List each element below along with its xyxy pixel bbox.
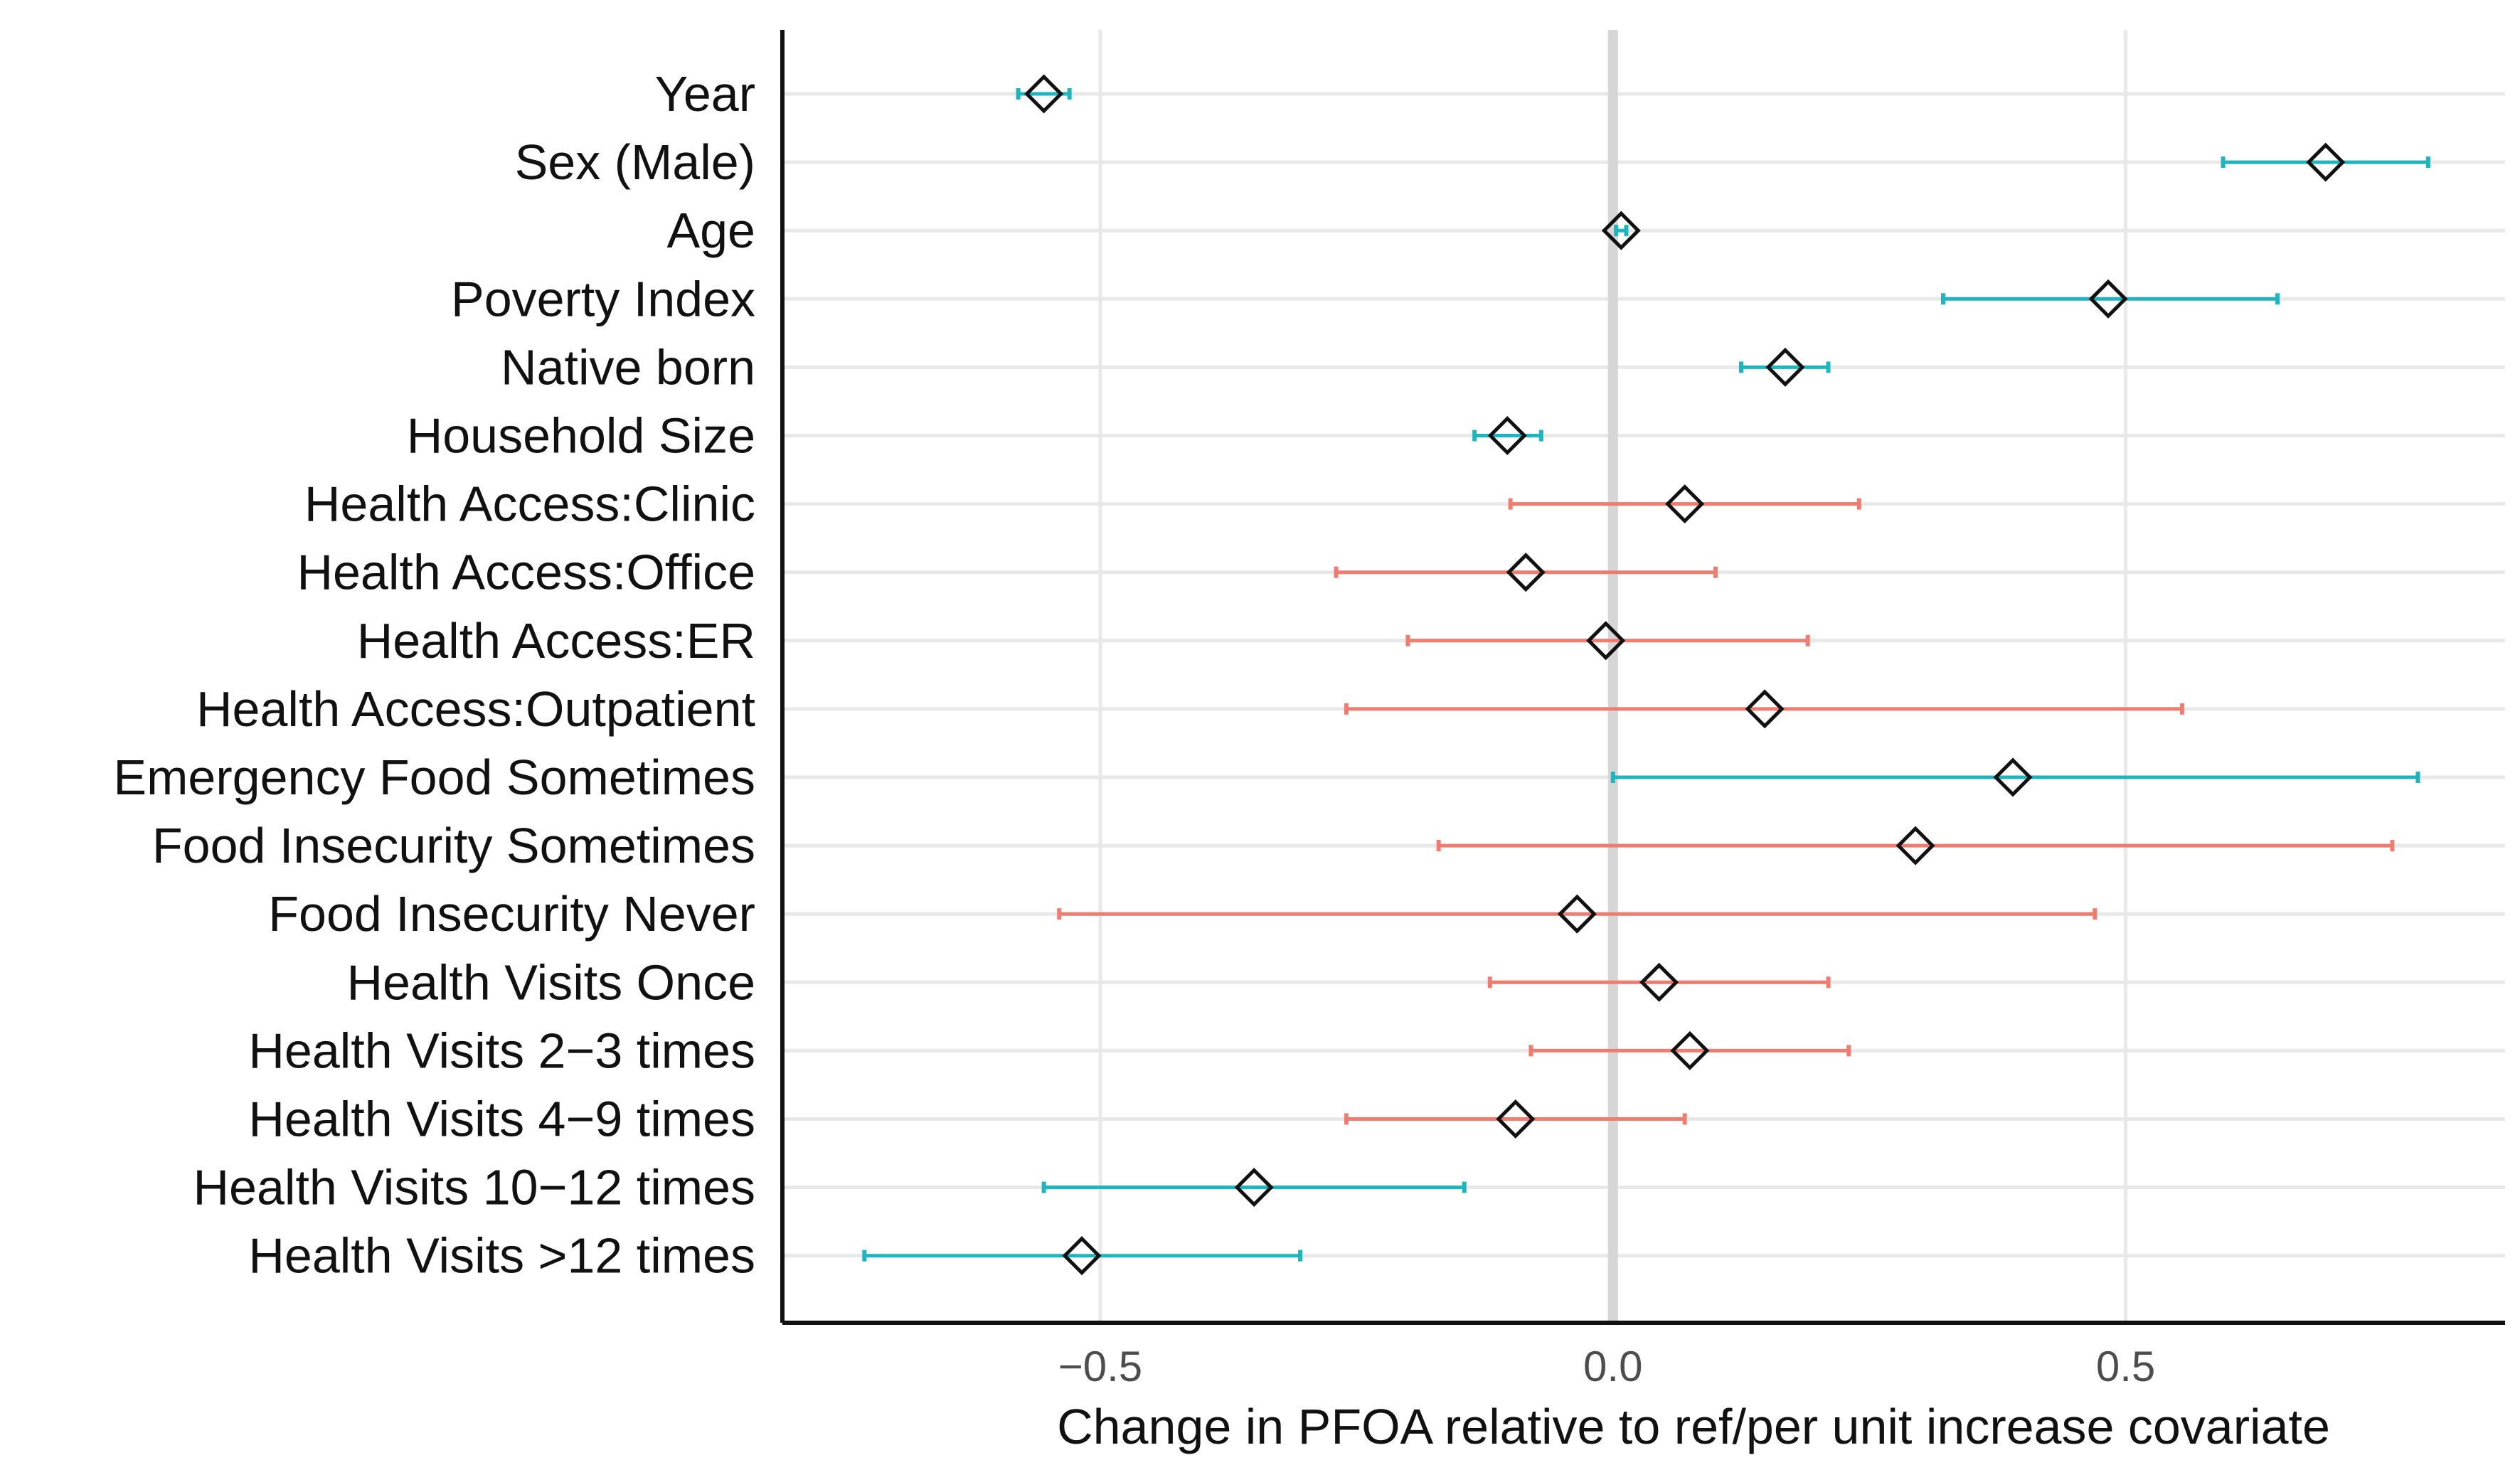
row-14: Health Visits 2−3 times <box>248 1023 1851 1078</box>
row-2: Age <box>666 203 1641 258</box>
row-4: Native born <box>501 339 1831 395</box>
row-1: Sex (Male) <box>515 134 2430 190</box>
row-label: Food Insecurity Never <box>268 886 755 942</box>
row-label: Year <box>655 66 755 122</box>
estimate-diamond <box>1765 347 1805 387</box>
estimate-diamond <box>1557 894 1597 934</box>
row-label: Native born <box>501 339 755 395</box>
x-tick-label-2: 0.5 <box>2096 1343 2155 1390</box>
row-5: Household Size <box>407 408 1543 464</box>
estimate-diamond <box>2088 279 2128 319</box>
grid-layer <box>782 30 2505 1323</box>
estimate-diamond <box>1586 621 1626 661</box>
estimate-diamond <box>1639 962 1679 1002</box>
row-10: Emergency Food Sometimes <box>113 750 2420 805</box>
row-3: Poverty Index <box>451 271 2280 326</box>
row-7: Health Access:Office <box>297 545 1718 600</box>
row-16: Health Visits 10−12 times <box>193 1160 1467 1215</box>
row-label: Emergency Food Sometimes <box>113 750 755 805</box>
row-0: Year <box>655 66 1072 122</box>
estimate-diamond <box>1506 553 1546 592</box>
row-label: Food Insecurity Sometimes <box>152 818 755 873</box>
x-tick-label-0: −0.5 <box>1058 1343 1142 1390</box>
row-label: Health Visits >12 times <box>248 1228 755 1284</box>
estimate-diamond <box>1601 211 1641 250</box>
estimate-diamond <box>1745 689 1785 729</box>
row-label: Health Access:Outpatient <box>196 681 755 737</box>
row-17: Health Visits >12 times <box>248 1228 1303 1284</box>
row-12: Food Insecurity Never <box>268 886 2098 942</box>
rows-layer: Year Sex (Male) Age Poverty Index Native bor… <box>113 66 2430 1284</box>
row-label: Health Visits Once <box>346 954 755 1010</box>
row-11: Food Insecurity Sometimes <box>152 818 2395 873</box>
estimate-diamond <box>1670 1030 1710 1070</box>
estimate-diamond <box>1062 1236 1102 1276</box>
estimate-diamond <box>1234 1168 1274 1208</box>
row-label: Health Visits 10−12 times <box>193 1160 755 1215</box>
row-label: Household Size <box>407 408 755 464</box>
estimate-diamond <box>1496 1099 1536 1139</box>
estimate-diamond <box>1487 415 1527 456</box>
row-label: Health Access:Clinic <box>304 476 755 532</box>
x-tick-label-1: 0.0 <box>1583 1343 1642 1390</box>
estimate-diamond <box>1993 757 2033 797</box>
row-6: Health Access:Clinic <box>304 476 1861 532</box>
row-15: Health Visits 4−9 times <box>248 1092 1687 1147</box>
estimate-diamond <box>1896 826 1935 865</box>
row-label: Poverty Index <box>451 271 755 326</box>
estimate-diamond <box>2306 142 2346 182</box>
row-label: Age <box>666 203 755 258</box>
x-tick-layer: −0.5 0.0 0.5 <box>1058 1343 2156 1390</box>
row-label: Health Visits 4−9 times <box>248 1092 755 1147</box>
row-label: Health Visits 2−3 times <box>248 1023 755 1078</box>
axes-layer <box>780 30 2505 1325</box>
row-label: Health Access:ER <box>357 613 755 668</box>
row-9: Health Access:Outpatient <box>196 681 2184 737</box>
x-axis-title: Change in PFOA relative to ref/per unit … <box>1057 1399 2330 1454</box>
row-13: Health Visits Once <box>346 954 1831 1010</box>
row-label: Health Access:Office <box>297 545 755 600</box>
estimate-diamond <box>1665 484 1705 524</box>
estimate-diamond <box>1024 74 1064 114</box>
row-8: Health Access:ER <box>357 613 1810 668</box>
row-label: Sex (Male) <box>515 134 755 190</box>
